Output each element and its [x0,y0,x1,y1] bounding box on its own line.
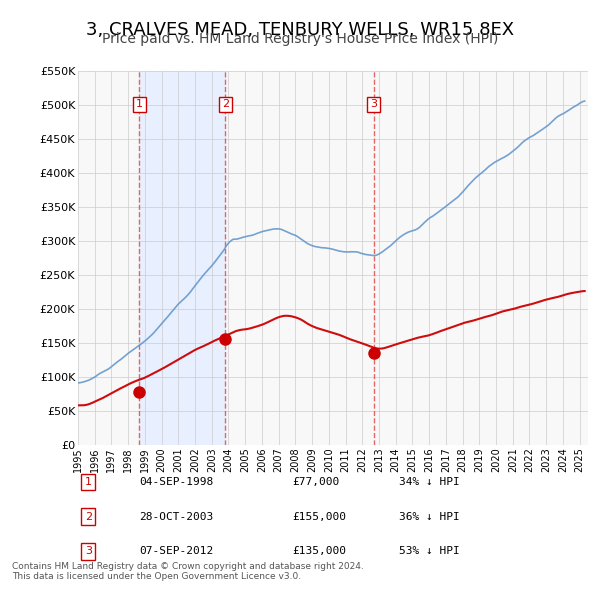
Text: 2: 2 [222,100,229,110]
Text: 04-SEP-1998: 04-SEP-1998 [139,477,214,487]
Text: £77,000: £77,000 [292,477,340,487]
Text: 3, CRALVES MEAD, TENBURY WELLS, WR15 8EX: 3, CRALVES MEAD, TENBURY WELLS, WR15 8EX [86,21,514,39]
Text: 2: 2 [85,512,92,522]
Text: 34% ↓ HPI: 34% ↓ HPI [400,477,460,487]
Text: 1: 1 [136,100,143,110]
Text: 1: 1 [85,477,92,487]
Text: £155,000: £155,000 [292,512,346,522]
Text: £135,000: £135,000 [292,546,346,556]
Text: 28-OCT-2003: 28-OCT-2003 [139,512,214,522]
Text: Price paid vs. HM Land Registry's House Price Index (HPI): Price paid vs. HM Land Registry's House … [102,32,498,47]
Text: 53% ↓ HPI: 53% ↓ HPI [400,546,460,556]
Bar [139,71,226,445]
Text: 3: 3 [85,546,92,556]
Text: 36% ↓ HPI: 36% ↓ HPI [400,512,460,522]
Text: Contains HM Land Registry data © Crown copyright and database right 2024.
This d: Contains HM Land Registry data © Crown c… [12,562,364,581]
Text: 07-SEP-2012: 07-SEP-2012 [139,546,214,556]
Text: 3: 3 [370,100,377,110]
